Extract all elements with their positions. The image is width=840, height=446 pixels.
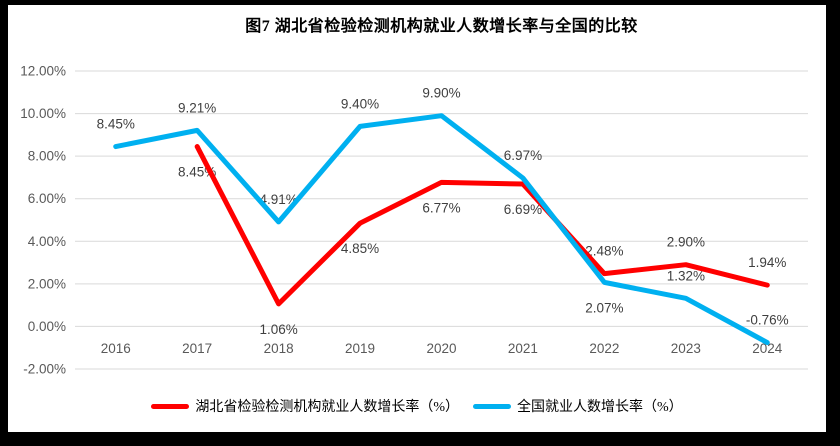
y-axis-tick-label: 8.00%	[28, 149, 66, 164]
data-label-hubei: 6.77%	[422, 200, 460, 215]
y-axis-tick-label: 6.00%	[28, 191, 66, 206]
x-axis-tick-label: 2019	[345, 341, 375, 356]
x-axis-tick-label: 2018	[264, 341, 294, 356]
data-label-hubei: 2.48%	[585, 244, 623, 259]
data-label-national: 9.21%	[178, 100, 216, 115]
chart-canvas: 图7 湖北省检验检测机构就业人数增长率与全国的比较 12.00% 10.00% 8.…	[8, 5, 826, 432]
data-label-national: 9.90%	[422, 86, 460, 101]
plot-area: 12.00% 10.00% 8.00% 6.00% 4.00% 2.00% 0.00% -2.…	[20, 64, 808, 377]
data-label-hubei: 6.69%	[504, 202, 542, 217]
x-axis-tick-label: 2022	[589, 341, 619, 356]
data-label-national: 8.45%	[97, 117, 135, 132]
legend: 湖北省检验检测机构就业人数增长率（%） 全国就业人数增长率（%）	[8, 396, 826, 416]
legend-line-swatch-national	[473, 403, 511, 409]
legend-label-hubei: 湖北省检验检测机构就业人数增长率（%）	[195, 400, 459, 415]
y-axis-tick-label: 10.00%	[20, 106, 66, 121]
legend-item-national: 全国就业人数增长率（%）	[473, 396, 683, 416]
x-axis-tick-label: 2021	[508, 341, 538, 356]
chart-title: 图7 湖北省检验检测机构就业人数增长率与全国的比较	[245, 18, 638, 35]
x-axis-tick-label: 2020	[426, 341, 456, 356]
data-label-hubei: 4.85%	[341, 241, 379, 256]
y-axis-tick-label: 12.00%	[20, 64, 66, 79]
data-label-national: 6.97%	[504, 148, 542, 163]
legend-line-swatch-hubei	[151, 403, 190, 409]
series-line-national	[113, 113, 770, 346]
series-line-hubei	[194, 144, 770, 307]
x-axis-tick-label: 2017	[182, 341, 212, 356]
x-axis-tick-label: 2016	[101, 341, 131, 356]
y-axis-tick-label: -2.00%	[23, 362, 66, 377]
x-axis-tick-label: 2023	[671, 341, 701, 356]
data-label-hubei: 1.06%	[259, 322, 297, 337]
data-label-national: 9.40%	[341, 96, 379, 111]
y-axis-tick-label: 0.00%	[28, 319, 66, 334]
data-label-national: 1.32%	[667, 268, 705, 283]
data-label-hubei: 2.90%	[667, 235, 705, 250]
y-axis-tick-label: 2.00%	[28, 276, 66, 291]
data-label-national: 2.07%	[585, 300, 623, 315]
data-label-national: 4.91%	[259, 192, 297, 207]
legend-label-national: 全国就业人数增长率（%）	[517, 400, 683, 415]
data-label-hubei: 1.94%	[748, 255, 786, 270]
data-label-national: -0.76%	[746, 313, 789, 328]
x-axis-tick-label: 2024	[752, 341, 783, 356]
y-axis-tick-label: 4.00%	[28, 234, 66, 249]
legend-item-hubei: 湖北省检验检测机构就业人数增长率（%）	[151, 396, 459, 416]
